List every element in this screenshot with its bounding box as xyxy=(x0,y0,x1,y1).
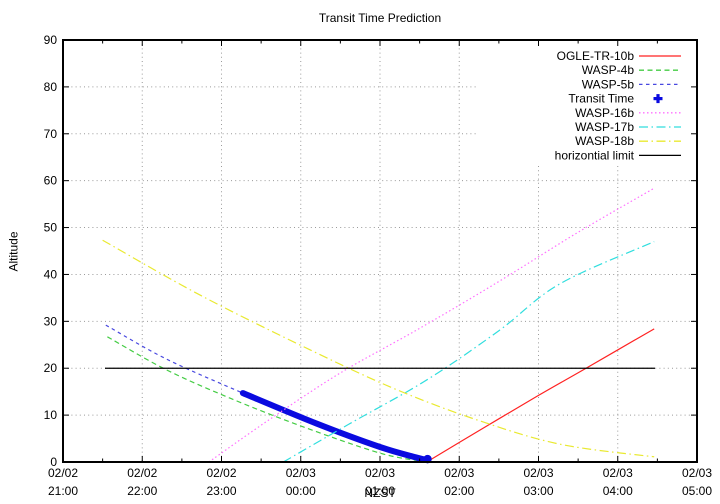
legend-label-wasp-4b: WASP-4b xyxy=(582,63,635,77)
x-tick-label-time: 05:00 xyxy=(682,484,712,498)
x-tick-label-time: 02:00 xyxy=(444,484,474,498)
legend-label-wasp-16b: WASP-16b xyxy=(575,106,634,120)
x-tick-label-date: 02/02 xyxy=(127,466,157,480)
y-tick-label-60: 60 xyxy=(44,174,58,188)
y-tick-label-40: 40 xyxy=(44,267,58,281)
series-wasp-4b xyxy=(107,336,424,463)
x-tick-label-time: 22:00 xyxy=(127,484,157,498)
x-tick-label-date: 02/03 xyxy=(603,466,633,480)
x-tick-label-time: 01:00 xyxy=(365,484,395,498)
y-tick-label-10: 10 xyxy=(44,408,58,422)
legend-label-wasp-5b: WASP-5b xyxy=(582,77,635,91)
series-wasp-18b xyxy=(102,239,655,458)
y-axis-label: Altitude xyxy=(6,231,21,272)
legend-label-wasp-17b: WASP-17b xyxy=(575,120,634,134)
y-tick-label-80: 80 xyxy=(44,80,58,94)
series-wasp-17b xyxy=(283,241,655,463)
series-ogle-tr-10b xyxy=(426,328,655,463)
x-tick-label-time: 21:00 xyxy=(48,484,78,498)
x-tick-label-time: 00:00 xyxy=(286,484,316,498)
x-tick-label-time: 23:00 xyxy=(206,484,236,498)
x-axis-label: NZST xyxy=(364,486,396,500)
legend-label-transit-time: Transit Time xyxy=(568,92,634,106)
y-tick-label-90: 90 xyxy=(44,33,58,47)
legend-label-wasp-18b: WASP-18b xyxy=(575,134,634,148)
y-tick-label-70: 70 xyxy=(44,127,58,141)
x-tick-label-date: 02/02 xyxy=(48,466,78,480)
x-tick-label-date: 02/02 xyxy=(206,466,236,480)
y-tick-label-30: 30 xyxy=(44,314,58,328)
y-tick-label-20: 20 xyxy=(44,361,58,375)
series-transit-time xyxy=(239,390,431,464)
x-tick-label-date: 02/03 xyxy=(523,466,553,480)
x-tick-label-date: 02/03 xyxy=(365,466,395,480)
y-tick-label-0: 0 xyxy=(50,455,57,469)
x-tick-label-time: 04:00 xyxy=(603,484,633,498)
x-tick-label-date: 02/03 xyxy=(682,466,712,480)
x-tick-label-date: 02/03 xyxy=(286,466,316,480)
x-tick-label-date: 02/03 xyxy=(444,466,474,480)
series-wasp-5b xyxy=(105,324,431,462)
series-wasp-16b xyxy=(208,187,655,463)
legend-label-ogle-tr-10b: OGLE-TR-10b xyxy=(557,49,635,63)
chart-title: Transit Time Prediction xyxy=(318,11,442,25)
y-tick-label-50: 50 xyxy=(44,221,58,235)
x-tick-label-time: 03:00 xyxy=(523,484,553,498)
legend-label-horizontial-limit: horizontial limit xyxy=(555,148,635,162)
